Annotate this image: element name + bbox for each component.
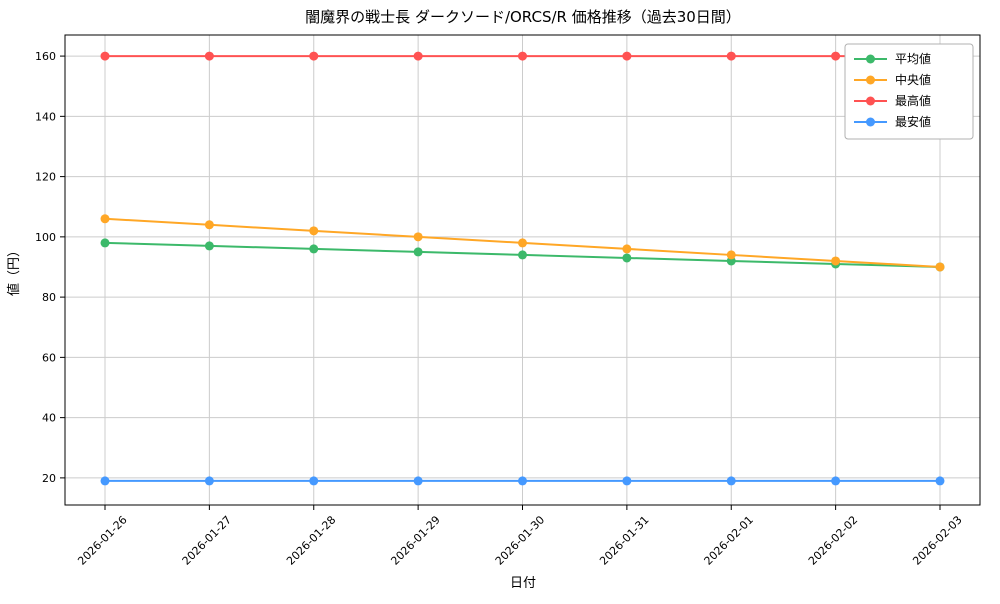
- y-tick-label: 60: [42, 351, 56, 364]
- x-tick-label: 2026-01-30: [493, 513, 547, 567]
- legend-marker-lowest: [866, 117, 875, 127]
- x-tick-label: 2026-02-01: [702, 513, 756, 567]
- data-point-average: [204, 241, 214, 251]
- chart-title: 闇魔界の戦士長 ダークソード/ORCS/R 価格推移（過去30日間）: [305, 8, 741, 26]
- data-point-average: [309, 244, 319, 254]
- x-tick-label: 2026-01-27: [180, 513, 234, 567]
- plot-border: [64, 34, 981, 506]
- data-point-highest: [413, 51, 423, 61]
- legend-label-average: 平均値: [895, 51, 931, 66]
- data-point-median: [100, 214, 110, 224]
- x-tick-label: 2026-02-02: [806, 513, 860, 567]
- data-point-lowest: [100, 476, 110, 486]
- x-tick-label: 2026-01-28: [284, 513, 338, 567]
- data-point-median: [413, 232, 423, 242]
- data-point-median: [726, 250, 736, 260]
- data-point-median: [204, 220, 214, 230]
- legend-label-median: 中央値: [895, 72, 931, 87]
- data-point-median: [309, 226, 319, 236]
- data-point-median: [831, 256, 841, 266]
- data-point-lowest: [518, 476, 527, 486]
- legend-marker-highest: [866, 96, 875, 106]
- y-axis-label: 値（円）: [6, 244, 22, 296]
- y-tick-label: 40: [42, 412, 56, 425]
- data-point-highest: [100, 51, 110, 61]
- data-point-lowest: [309, 476, 319, 486]
- data-point-highest: [204, 51, 214, 61]
- legend-label-lowest: 最安値: [895, 114, 931, 129]
- data-point-median: [518, 238, 527, 248]
- y-tick-label: 160: [35, 50, 56, 63]
- legend-label-highest: 最高値: [895, 93, 931, 108]
- data-point-highest: [726, 51, 736, 61]
- data-point-median: [622, 244, 632, 254]
- x-tick-label: 2026-01-26: [75, 513, 129, 567]
- data-point-lowest: [622, 476, 632, 486]
- x-tick-label: 2026-02-03: [910, 513, 964, 567]
- data-point-lowest: [204, 476, 214, 486]
- y-tick-label: 120: [35, 171, 56, 184]
- data-point-highest: [831, 51, 841, 61]
- data-point-lowest: [935, 476, 945, 486]
- x-tick-label: 2026-01-29: [388, 513, 442, 567]
- data-point-average: [518, 250, 527, 260]
- data-point-highest: [622, 51, 632, 61]
- y-tick-label: 140: [35, 110, 56, 123]
- legend-marker-average: [866, 54, 875, 64]
- y-tick-label: 20: [42, 472, 56, 485]
- y-tick-label: 80: [42, 291, 56, 304]
- legend-box: [844, 43, 974, 140]
- y-tick-label: 100: [35, 231, 56, 244]
- legend-marker-median: [866, 75, 875, 85]
- data-point-lowest: [726, 476, 736, 486]
- data-point-highest: [518, 51, 527, 61]
- data-point-highest: [309, 51, 319, 61]
- data-point-average: [100, 238, 110, 248]
- data-point-lowest: [831, 476, 841, 486]
- plot-area-group: 20 40 60 80 100 120 140 160 2026-01-26 2026-01-27…: [35, 34, 981, 568]
- data-point-average: [622, 253, 632, 263]
- data-point-median: [935, 262, 945, 272]
- data-point-average: [413, 247, 423, 257]
- x-axis-label: 日付: [510, 576, 536, 591]
- x-tick-label: 2026-01-31: [597, 513, 651, 567]
- data-point-lowest: [413, 476, 423, 486]
